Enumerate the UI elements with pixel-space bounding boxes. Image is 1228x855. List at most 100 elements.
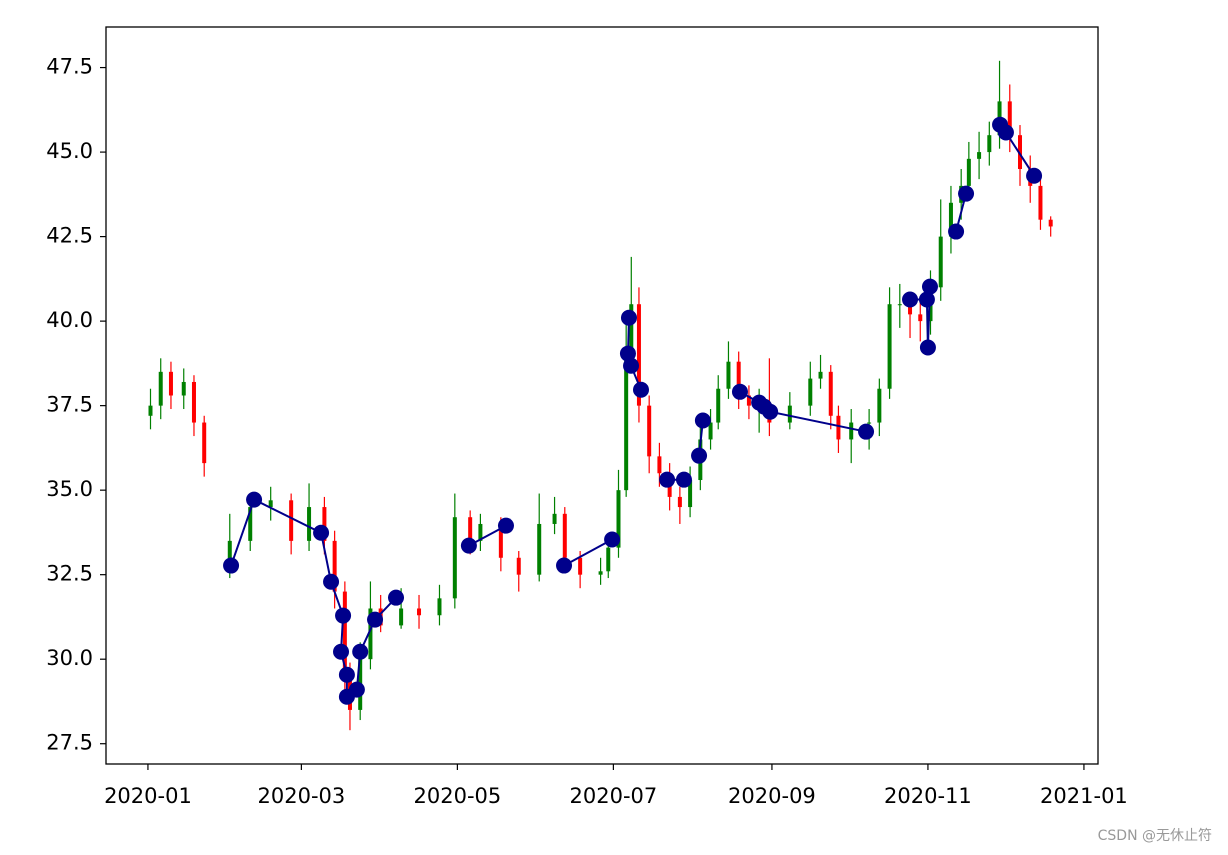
candle-body: [248, 507, 253, 541]
candle-body: [677, 496, 682, 508]
candle-body: [636, 304, 641, 406]
candle-body: [437, 598, 442, 616]
candle-body: [322, 507, 327, 541]
candle-body: [399, 608, 404, 626]
x-tick-label: 2020-09: [728, 784, 816, 808]
candle-body: [552, 513, 557, 524]
marker: [348, 681, 365, 698]
candle-body: [417, 608, 422, 616]
x-tick-label: 2020-01: [104, 784, 192, 808]
marker: [619, 345, 636, 362]
marker: [731, 383, 748, 400]
marker: [556, 557, 573, 574]
candle-body: [908, 304, 913, 315]
marker: [623, 357, 640, 374]
marker: [323, 573, 340, 590]
candle-body: [867, 422, 872, 424]
marker: [675, 471, 692, 488]
candle-body: [657, 456, 662, 474]
marker: [367, 611, 384, 628]
marker: [604, 531, 621, 548]
candle-body: [948, 202, 953, 237]
candle-body: [1048, 219, 1053, 227]
candle-body: [918, 314, 923, 322]
candle-body: [307, 507, 312, 541]
x-tick-label: 2021-01: [1040, 784, 1128, 808]
candle-body: [168, 371, 173, 396]
candle-body: [808, 378, 813, 406]
candle-body: [227, 540, 232, 565]
marker: [997, 124, 1014, 141]
marker: [223, 557, 240, 574]
candle-body: [708, 422, 713, 440]
candle-body: [452, 517, 457, 599]
candle-body: [624, 354, 629, 491]
candle-body: [537, 523, 542, 575]
y-tick-label: 40.0: [46, 308, 93, 332]
candle-body: [332, 540, 337, 592]
y-tick-label: 27.5: [46, 731, 93, 755]
watermark: CSDN @无休止符: [1098, 828, 1212, 844]
candle-body: [202, 422, 207, 464]
candle-body: [818, 371, 823, 379]
marker: [620, 309, 637, 326]
candle-body: [368, 608, 373, 660]
candle-body: [516, 557, 521, 575]
marker: [338, 666, 355, 683]
marker: [659, 471, 676, 488]
candle-body: [836, 415, 841, 440]
candle-body: [987, 135, 992, 153]
marker: [858, 423, 875, 440]
candle-body: [181, 381, 186, 396]
marker: [918, 291, 935, 308]
candle-body: [938, 236, 943, 288]
x-tick-label: 2020-07: [570, 784, 658, 808]
y-tick-label: 47.5: [46, 55, 93, 79]
candle-body: [191, 381, 196, 423]
candle-body: [289, 500, 294, 541]
candle-body: [1038, 185, 1043, 220]
x-tick-label: 2020-05: [414, 784, 502, 808]
candle-body: [897, 304, 902, 306]
candle-body: [716, 388, 721, 423]
candle-body: [736, 361, 741, 396]
y-tick-label: 30.0: [46, 646, 93, 670]
marker: [333, 643, 350, 660]
candle-body: [616, 490, 621, 548]
candle-body: [562, 513, 567, 558]
x-tick-label: 2020-03: [258, 784, 346, 808]
candle-body: [578, 557, 583, 575]
marker: [335, 607, 352, 624]
candle-body: [478, 523, 483, 541]
marker: [313, 524, 330, 541]
marker: [948, 223, 965, 240]
marker: [691, 447, 708, 464]
marker: [632, 381, 649, 398]
candle-body: [268, 500, 273, 508]
line: [230, 124, 1035, 699]
marker: [958, 185, 975, 202]
marker: [460, 537, 477, 554]
marker: [497, 517, 514, 534]
candle-body: [726, 361, 731, 389]
marker: [694, 412, 711, 429]
candle-body: [1007, 101, 1012, 136]
y-tick-label: 42.5: [46, 224, 93, 248]
marker: [762, 403, 779, 420]
candle-body: [849, 422, 854, 440]
candle-body: [468, 517, 473, 541]
candle-body: [688, 480, 693, 508]
candle-body: [598, 571, 603, 575]
marker: [388, 589, 405, 606]
candle-body: [877, 388, 882, 423]
candle-body: [158, 371, 163, 406]
marker: [352, 643, 369, 660]
y-tick-label: 35.0: [46, 477, 93, 501]
candle-body: [148, 405, 153, 416]
candle-body: [629, 304, 634, 355]
candle-body: [977, 152, 982, 159]
plot-frame: [105, 26, 1099, 765]
candle-body: [887, 304, 892, 389]
